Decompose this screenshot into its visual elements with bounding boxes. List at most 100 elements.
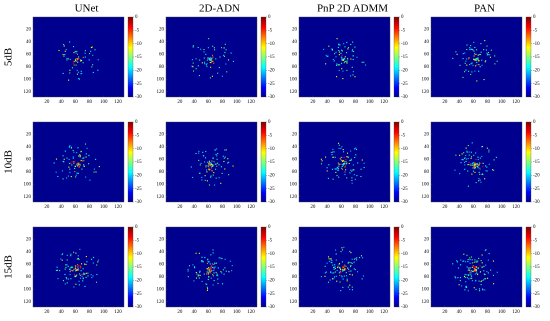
panel: 20 40 60 80 100 120 20 40 60 80 100 120 0 -5 -10 -15 -20… bbox=[422, 225, 541, 315]
speckle bbox=[461, 153, 463, 155]
speckle bbox=[220, 257, 222, 259]
speckle bbox=[207, 57, 209, 59]
speckle bbox=[474, 70, 476, 72]
speckle bbox=[477, 267, 479, 270]
speckle bbox=[97, 259, 100, 261]
speckle bbox=[66, 254, 68, 256]
y-tick-label: 80 bbox=[292, 275, 298, 280]
speckle bbox=[69, 273, 71, 276]
speckle bbox=[481, 262, 483, 264]
speckle bbox=[465, 69, 467, 71]
speckle bbox=[73, 268, 75, 270]
speckle bbox=[96, 273, 98, 276]
speckle bbox=[201, 260, 203, 262]
speckle bbox=[476, 260, 478, 262]
speckle bbox=[325, 54, 327, 56]
colorbar-tick-label: -25 bbox=[268, 187, 275, 192]
speckle bbox=[76, 50, 78, 53]
speckle bbox=[73, 64, 75, 66]
speckle bbox=[471, 71, 473, 73]
x-tick-label: 40 bbox=[192, 205, 198, 210]
speckle bbox=[332, 151, 334, 153]
speckle bbox=[82, 56, 84, 59]
x-tick-label: 60 bbox=[206, 100, 212, 105]
x-tick-label: 60 bbox=[339, 100, 345, 105]
speckle bbox=[328, 258, 330, 260]
speckle bbox=[325, 63, 327, 65]
x-tick-label: 80 bbox=[87, 100, 93, 105]
speckle bbox=[331, 259, 333, 262]
speckle bbox=[208, 161, 211, 163]
speckle bbox=[89, 52, 91, 55]
colorbar-tick-label: 0 bbox=[401, 15, 404, 20]
speckle bbox=[343, 62, 345, 64]
speckle bbox=[216, 273, 218, 275]
speckle bbox=[493, 159, 495, 161]
speckle bbox=[486, 147, 488, 149]
speckle bbox=[73, 151, 75, 153]
speckle bbox=[198, 159, 200, 161]
speckle bbox=[341, 156, 343, 158]
x-tick-label: 40 bbox=[457, 205, 463, 210]
speckle bbox=[335, 253, 337, 255]
plot-frame bbox=[430, 121, 523, 203]
speckle bbox=[477, 164, 479, 166]
speckle bbox=[338, 266, 340, 268]
speckle bbox=[351, 49, 354, 51]
speckle bbox=[57, 175, 59, 178]
y-tick-label: 80 bbox=[292, 65, 298, 70]
speckle bbox=[224, 43, 226, 45]
speckle bbox=[472, 164, 474, 166]
speckle bbox=[211, 54, 214, 56]
y-tick-label: 40 bbox=[26, 40, 32, 45]
colorbar bbox=[260, 226, 267, 308]
colorbar-tick-label: -30 bbox=[268, 200, 275, 205]
speckle bbox=[478, 60, 480, 62]
colorbar-tick-label: -5 bbox=[135, 28, 140, 33]
x-tick-label: 60 bbox=[73, 100, 79, 105]
x-tick-label: 100 bbox=[366, 310, 374, 315]
speckle bbox=[462, 76, 464, 78]
speckle bbox=[210, 164, 212, 166]
speckle bbox=[76, 69, 78, 71]
x-tick-label: 60 bbox=[206, 310, 212, 315]
colorbar-tick-label: -25 bbox=[401, 82, 408, 87]
speckle bbox=[227, 162, 229, 164]
speckle bbox=[209, 169, 211, 171]
colorbar-tick-label: -20 bbox=[401, 68, 408, 73]
speckle bbox=[481, 64, 483, 66]
speckle bbox=[344, 57, 346, 59]
speckle bbox=[324, 275, 326, 277]
speckle bbox=[73, 46, 75, 48]
speckle bbox=[195, 252, 197, 254]
speckle bbox=[468, 154, 470, 156]
speckle bbox=[195, 277, 198, 279]
speckle bbox=[338, 54, 340, 56]
x-tick-label: 80 bbox=[485, 100, 491, 105]
speckle bbox=[85, 176, 87, 178]
y-tick-label: 100 bbox=[290, 287, 298, 292]
speckle bbox=[70, 162, 72, 164]
y-tick-label: 100 bbox=[157, 182, 165, 187]
speckle bbox=[479, 53, 481, 56]
speckle bbox=[339, 64, 341, 66]
speckle bbox=[208, 275, 210, 278]
speckle bbox=[339, 158, 341, 160]
y-tick-label: 40 bbox=[424, 145, 430, 150]
speckle bbox=[198, 252, 200, 254]
speckle bbox=[66, 282, 68, 284]
speckle bbox=[467, 290, 469, 292]
speckle bbox=[202, 261, 204, 263]
speckle bbox=[68, 146, 70, 148]
speckle bbox=[346, 62, 348, 64]
speckle bbox=[343, 265, 345, 267]
speckle bbox=[210, 270, 212, 272]
speckle bbox=[331, 154, 333, 156]
speckle bbox=[343, 266, 345, 268]
y-tick-label: 40 bbox=[26, 250, 32, 255]
speckle bbox=[476, 61, 478, 63]
colorbar-tick-label: -15 bbox=[533, 160, 540, 165]
colorbar-tick-label: -15 bbox=[135, 55, 142, 60]
x-tick-label: 80 bbox=[353, 100, 359, 105]
speckle bbox=[66, 259, 68, 261]
